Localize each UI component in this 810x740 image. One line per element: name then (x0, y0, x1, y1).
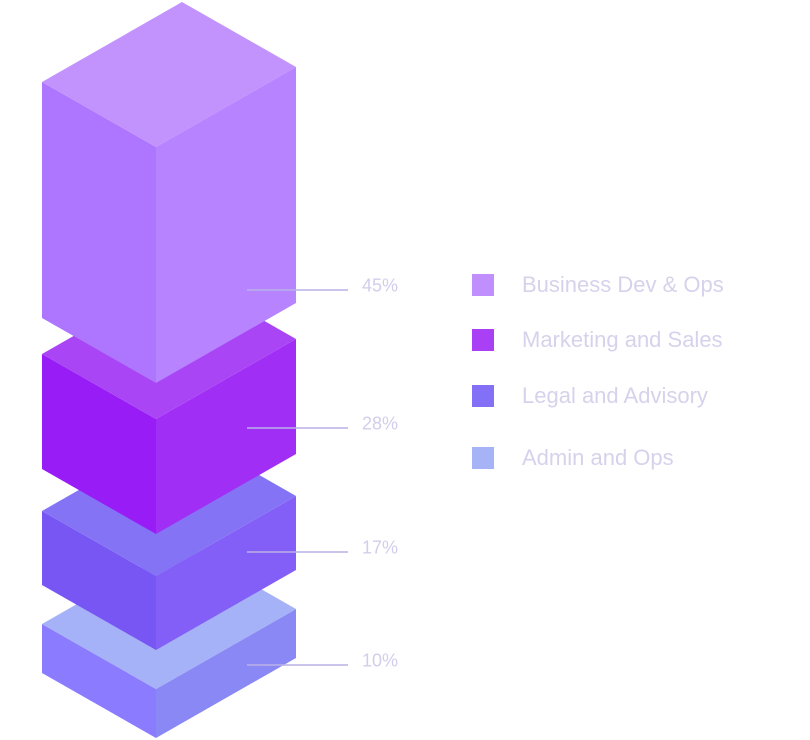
data-label: 45% (362, 275, 399, 296)
data-label: 28% (362, 413, 399, 434)
block-right-face (156, 67, 296, 383)
block-top-face (42, 2, 296, 147)
data-label: 10% (362, 650, 399, 671)
block-0 (42, 2, 296, 383)
block-right-face (156, 339, 296, 534)
block-left-face (42, 624, 156, 738)
legend-swatch (472, 329, 494, 351)
legend-label: Business Dev & Ops (522, 272, 724, 297)
legend-label: Legal and Advisory (522, 383, 708, 408)
legend-swatch (472, 274, 494, 296)
data-label: 17% (362, 537, 399, 558)
legend-label: Admin and Ops (522, 445, 674, 470)
block-left-face (42, 354, 156, 534)
legend-label: Marketing and Sales (522, 327, 723, 352)
legend-item: Business Dev & Ops (472, 272, 724, 298)
legend-swatch (472, 447, 494, 469)
legend-item: Legal and Advisory (472, 383, 708, 409)
block-right-face (156, 496, 296, 650)
legend-item: Marketing and Sales (472, 327, 723, 353)
block-left-face (42, 82, 156, 383)
block-right-face (156, 609, 296, 738)
block-left-face (42, 511, 156, 650)
legend-swatch (472, 385, 494, 407)
legend-item: Admin and Ops (472, 445, 674, 471)
